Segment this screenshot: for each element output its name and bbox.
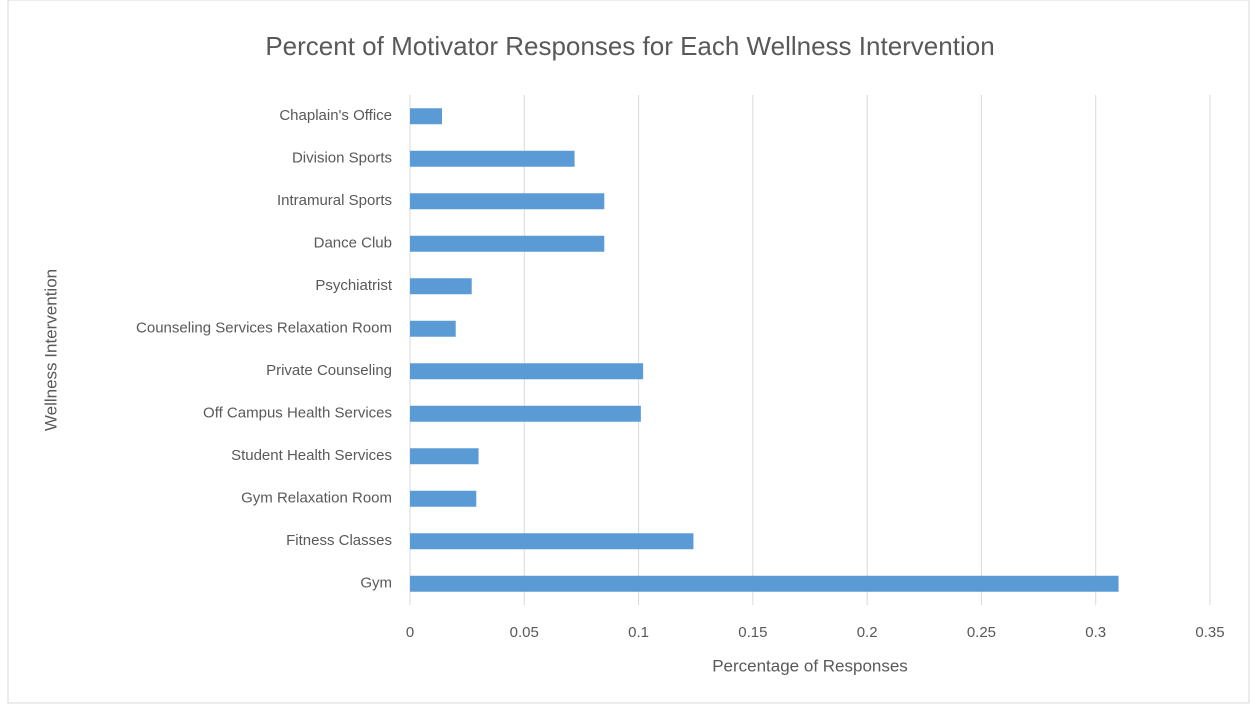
x-tick-label: 0.25 <box>967 624 996 641</box>
y-tick-label: Off Campus Health Services <box>203 405 392 422</box>
y-axis-label: Wellness Intervention <box>41 269 60 431</box>
x-axis-label: Percentage of Responses <box>712 656 908 675</box>
y-tick-label: Gym <box>360 575 392 592</box>
y-tick-label: Intramural Sports <box>277 192 392 209</box>
y-tick-label: Psychiatrist <box>315 277 393 294</box>
x-tick-label: 0.2 <box>857 624 878 641</box>
bar <box>410 405 641 422</box>
x-tick-label: 0 <box>406 624 414 641</box>
bar <box>410 363 644 380</box>
y-tick-label: Student Health Services <box>231 447 392 464</box>
y-tick-label: Counseling Services Relaxation Room <box>136 320 392 337</box>
x-tick-label: 0.05 <box>510 624 539 641</box>
y-tick-label: Fitness Classes <box>286 532 392 549</box>
bar <box>410 533 694 550</box>
bar <box>410 320 456 337</box>
bar <box>410 575 1119 592</box>
y-tick-label: Division Sports <box>292 150 392 167</box>
chart-title: Percent of Motivator Responses for Each … <box>265 31 994 61</box>
bar <box>410 108 442 125</box>
bar <box>410 448 479 465</box>
y-tick-label: Chaplain's Office <box>279 107 392 124</box>
bar <box>410 490 477 507</box>
bar <box>410 235 605 252</box>
y-tick-label: Gym Relaxation Room <box>241 490 392 507</box>
chart-border <box>7 0 1250 704</box>
bar <box>410 150 575 167</box>
x-tick-label: 0.3 <box>1085 624 1106 641</box>
bar <box>410 193 605 210</box>
x-tick-label: 0.1 <box>628 624 649 641</box>
bar <box>410 278 472 295</box>
x-tick-label: 0.35 <box>1195 624 1224 641</box>
x-tick-label: 0.15 <box>738 624 767 641</box>
y-tick-label: Dance Club <box>314 235 392 252</box>
y-tick-label: Private Counseling <box>266 362 392 379</box>
